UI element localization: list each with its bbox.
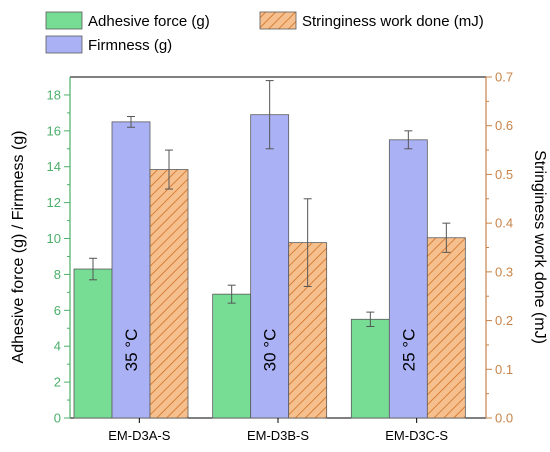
legend-label-firmness: Firmness (g) (88, 37, 172, 54)
legend-swatch-stringiness (259, 11, 297, 30)
y-right-tick-label: 0.6 (495, 118, 513, 133)
temperature-label: 30 °C (261, 329, 280, 372)
y-right-tick-label: 0.1 (495, 362, 513, 377)
bar-stringiness (426, 237, 466, 419)
y-left-tick-label: 2 (54, 375, 61, 390)
y-left-tick-label: 8 (54, 267, 61, 282)
y-left-tick-label: 14 (47, 159, 61, 174)
x-tick-label: EM-D3A-S (108, 428, 170, 443)
x-tick-label: EM-D3C-S (385, 428, 448, 443)
bar-adhesive-force (212, 293, 252, 419)
legend-label-adhesive: Adhesive force (g) (88, 13, 210, 30)
y-right-tick-label: 0.4 (495, 216, 513, 231)
y-right-tick-label: 0.0 (495, 411, 513, 426)
y-left-tick-label: 16 (47, 123, 61, 138)
y-left-tick-label: 10 (47, 231, 61, 246)
bar-adhesive-force (350, 318, 390, 419)
plot-area: 0 2 4 6 8 10 12 14 16 18 0.0 0.1 0.2 0.3 0.4 0.5 0.6 0.7 3… (47, 70, 514, 444)
bar-stringiness (149, 169, 189, 419)
y-left-tick-label: 12 (47, 195, 61, 210)
y-right-tick-label: 0.2 (495, 313, 513, 328)
y-left-tick-label: 6 (54, 303, 61, 318)
y-left-tick-label: 0 (54, 411, 61, 426)
y-right-tick-label: 0.7 (495, 70, 513, 85)
temperature-label: 35 °C (122, 329, 141, 372)
bar-firmness (250, 114, 290, 419)
y-left-tick-label: 4 (54, 339, 61, 354)
bar-firmness (388, 139, 428, 419)
y-right-tick-label: 0.5 (495, 167, 513, 182)
x-tick-label: EM-D3B-S (247, 428, 309, 443)
legend-swatch-firmness (45, 35, 83, 54)
y-right-tick-label: 0.3 (495, 264, 513, 279)
y-axis-right-title: Stringiness work done (mJ) (531, 150, 548, 344)
legend-label-stringiness: Stringiness work done (mJ) (302, 13, 484, 30)
bar-firmness (111, 121, 151, 419)
y-left-tick-label: 18 (47, 87, 61, 102)
bar-adhesive-force (73, 268, 113, 419)
temperature-label: 25 °C (399, 329, 418, 372)
legend-swatch-adhesive (45, 11, 83, 30)
y-axis-left-title: Adhesive force (g) / Firmness (g) (10, 131, 27, 364)
legend: Adhesive force (g) Firmness (g) Stringin… (45, 11, 484, 54)
